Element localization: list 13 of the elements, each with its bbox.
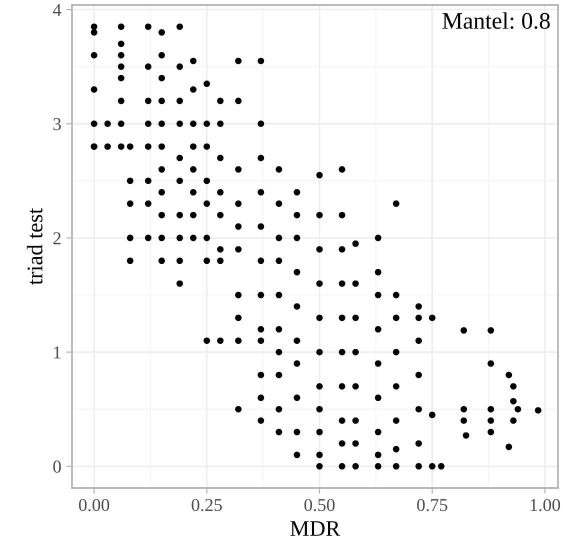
x-tick-label: 0.25 bbox=[192, 498, 222, 512]
x-tick-label: 0.75 bbox=[417, 498, 448, 512]
x-tick-label: 1.00 bbox=[530, 498, 560, 512]
x-tick-label: 0.50 bbox=[304, 498, 335, 512]
x-axis-title: MDR bbox=[290, 521, 340, 536]
y-tick-label: 2 bbox=[53, 232, 61, 244]
annotation: Mantel: 0.8 bbox=[442, 12, 550, 29]
y-tick-label: 4 bbox=[52, 4, 62, 16]
y-tick-label: 1 bbox=[54, 346, 60, 358]
x-tick-label: 0.00 bbox=[78, 498, 110, 512]
y-axis-title: triad test bbox=[26, 208, 42, 285]
y-tick-label: 0 bbox=[53, 460, 61, 473]
y-tick-label: 3 bbox=[53, 118, 61, 130]
